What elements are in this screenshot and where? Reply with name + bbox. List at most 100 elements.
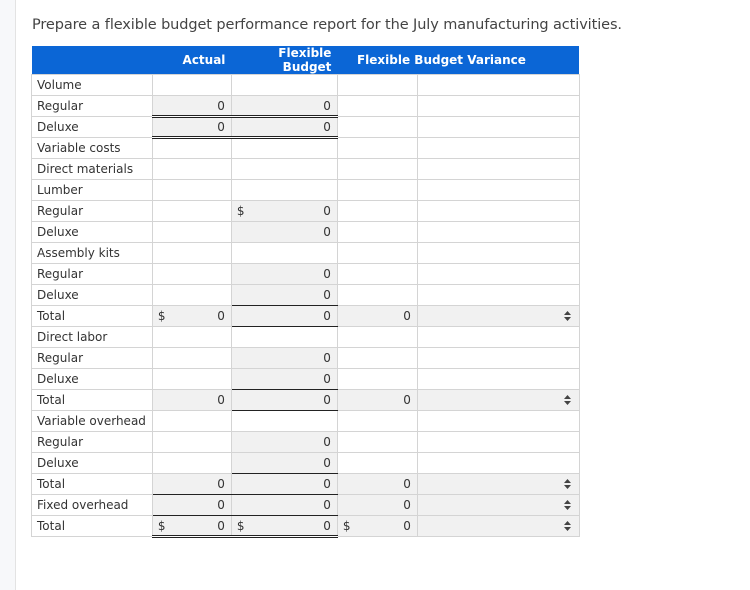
variance-type-cell[interactable] bbox=[416, 326, 580, 348]
variance-type-select[interactable] bbox=[416, 305, 580, 327]
flexible-budget-cell: 0 bbox=[230, 389, 338, 411]
flexible-budget-cell[interactable] bbox=[230, 137, 338, 159]
variance-type-cell[interactable] bbox=[416, 284, 580, 306]
variance-amount-cell[interactable] bbox=[336, 263, 418, 285]
actual-cell[interactable] bbox=[151, 179, 232, 201]
cell-value: 0 bbox=[323, 225, 331, 239]
actual-cell: 0 bbox=[151, 389, 232, 411]
variance-type-cell[interactable] bbox=[416, 158, 580, 180]
actual-cell[interactable] bbox=[151, 263, 232, 285]
dollar-sign: $ bbox=[236, 204, 245, 218]
variance-amount-cell[interactable] bbox=[336, 431, 418, 453]
cell-value: 0 bbox=[217, 120, 225, 134]
row-label: Fixed overhead bbox=[31, 494, 153, 516]
row-label: Direct materials bbox=[31, 158, 153, 180]
actual-cell[interactable] bbox=[151, 200, 232, 222]
dollar-sign: $ bbox=[157, 518, 166, 533]
variance-type-cell[interactable] bbox=[416, 95, 580, 117]
variance-amount-cell[interactable] bbox=[336, 74, 418, 96]
variance-amount-cell[interactable] bbox=[336, 347, 418, 369]
variance-amount-cell[interactable] bbox=[336, 284, 418, 306]
variance-amount-cell[interactable] bbox=[336, 410, 418, 432]
flexible-budget-cell[interactable] bbox=[230, 158, 338, 180]
table-row: Regular 0 bbox=[31, 431, 580, 453]
variance-type-cell[interactable] bbox=[416, 116, 580, 138]
table-row: Total $0 $0 $0 bbox=[31, 515, 580, 538]
flexible-budget-cell[interactable] bbox=[230, 410, 338, 432]
actual-cell: $0 bbox=[151, 305, 232, 327]
variance-amount-cell[interactable] bbox=[336, 158, 418, 180]
flexible-budget-report-table: Actual Flexible Budget Flexible Budget V… bbox=[31, 46, 580, 538]
actual-cell[interactable] bbox=[151, 158, 232, 180]
variance-amount-cell[interactable] bbox=[336, 116, 418, 138]
cell-value: 0 bbox=[323, 518, 331, 533]
actual-cell[interactable] bbox=[151, 221, 232, 243]
variance-type-cell[interactable] bbox=[416, 221, 580, 243]
row-label: Total bbox=[31, 389, 153, 411]
actual-cell[interactable] bbox=[151, 431, 232, 453]
variance-type-cell[interactable] bbox=[416, 347, 580, 369]
actual-cell[interactable] bbox=[151, 410, 232, 432]
actual-cell[interactable] bbox=[151, 242, 232, 264]
flexible-budget-cell: 0 bbox=[230, 473, 338, 495]
variance-type-cell[interactable] bbox=[416, 200, 580, 222]
variance-amount-cell[interactable] bbox=[336, 137, 418, 159]
row-label: Deluxe bbox=[31, 221, 153, 243]
variance-type-cell[interactable] bbox=[416, 179, 580, 201]
flexible-budget-cell: 0 bbox=[230, 452, 338, 474]
variance-type-cell[interactable] bbox=[416, 263, 580, 285]
variance-amount-cell[interactable] bbox=[336, 179, 418, 201]
variance-amount-cell[interactable] bbox=[336, 368, 418, 390]
variance-type-select[interactable] bbox=[416, 494, 580, 516]
flexible-budget-cell[interactable] bbox=[230, 179, 338, 201]
variance-type-select[interactable] bbox=[416, 473, 580, 495]
flexible-budget-cell[interactable] bbox=[230, 74, 338, 96]
cell-value: 0 bbox=[323, 288, 331, 302]
variance-amount-cell[interactable] bbox=[336, 326, 418, 348]
actual-cell[interactable] bbox=[151, 368, 232, 390]
variance-type-cell[interactable] bbox=[416, 74, 580, 96]
table-row: Total 0 0 0 bbox=[31, 473, 580, 495]
cell-value: 0 bbox=[323, 435, 331, 449]
flexible-budget-cell: 0 bbox=[230, 263, 338, 285]
variance-amount-cell[interactable] bbox=[336, 242, 418, 264]
variance-amount-cell[interactable] bbox=[336, 221, 418, 243]
table-header-row: Actual Flexible Budget Flexible Budget V… bbox=[31, 46, 580, 75]
variance-type-cell[interactable] bbox=[416, 431, 580, 453]
row-label: Deluxe bbox=[31, 284, 153, 306]
up-down-chevron-icon bbox=[563, 395, 571, 405]
variance-type-select[interactable] bbox=[416, 389, 580, 411]
variance-amount-cell[interactable] bbox=[336, 95, 418, 117]
cell-value: 0 bbox=[323, 309, 331, 323]
actual-cell[interactable] bbox=[151, 326, 232, 348]
row-label: Regular bbox=[31, 95, 153, 117]
row-label: Volume bbox=[31, 74, 153, 96]
table-row: Lumber bbox=[31, 179, 580, 201]
variance-type-cell[interactable] bbox=[416, 242, 580, 264]
actual-cell[interactable] bbox=[151, 452, 232, 474]
variance-type-select[interactable] bbox=[416, 515, 580, 537]
up-down-chevron-icon bbox=[563, 311, 571, 321]
actual-cell[interactable] bbox=[151, 347, 232, 369]
cell-value: 0 bbox=[323, 372, 331, 386]
flexible-budget-cell[interactable] bbox=[230, 242, 338, 264]
actual-cell[interactable] bbox=[151, 284, 232, 306]
variance-type-cell[interactable] bbox=[416, 137, 580, 159]
actual-cell[interactable] bbox=[151, 74, 232, 96]
actual-cell[interactable] bbox=[151, 137, 232, 159]
table-row: Regular $0 bbox=[31, 200, 580, 222]
table-row: Assembly kits bbox=[31, 242, 580, 264]
variance-type-cell[interactable] bbox=[416, 368, 580, 390]
up-down-chevron-icon bbox=[563, 521, 571, 531]
cell-value: 0 bbox=[403, 477, 411, 491]
actual-cell: 0 bbox=[151, 473, 232, 495]
flexible-budget-cell: 0 bbox=[230, 284, 338, 306]
flexible-budget-cell[interactable] bbox=[230, 326, 338, 348]
row-label: Regular bbox=[31, 200, 153, 222]
variance-amount-cell[interactable] bbox=[336, 200, 418, 222]
variance-type-cell[interactable] bbox=[416, 452, 580, 474]
variance-type-cell[interactable] bbox=[416, 410, 580, 432]
table-row: Variable costs bbox=[31, 137, 580, 159]
variance-amount-cell[interactable] bbox=[336, 452, 418, 474]
row-label: Deluxe bbox=[31, 452, 153, 474]
